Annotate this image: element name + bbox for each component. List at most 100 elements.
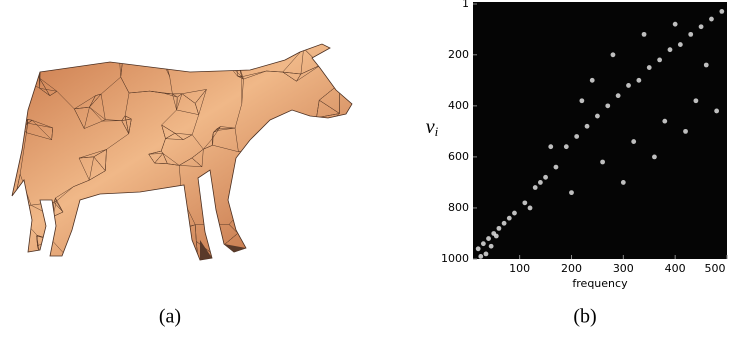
mesh-edge (68, 50, 71, 53)
mesh-edge (270, 243, 282, 245)
mesh-edge (254, 183, 257, 196)
point (678, 42, 683, 47)
mesh-edge (67, 42, 68, 50)
mesh-edge (268, 183, 272, 186)
mesh-edge (92, 237, 102, 253)
mesh-edge (316, 231, 330, 250)
mesh-edge (327, 176, 341, 178)
mesh-edge (295, 201, 314, 206)
y-tick-label: 400 (448, 99, 469, 112)
mesh-edge (316, 231, 330, 250)
mesh-edge (196, 47, 201, 53)
point (600, 160, 605, 165)
mesh-edge (257, 183, 271, 186)
point (595, 114, 600, 119)
point (699, 24, 704, 29)
mesh-edge (269, 198, 283, 214)
point (522, 200, 527, 205)
point (626, 83, 631, 88)
mesh-edge (323, 176, 342, 191)
mesh-edge (225, 59, 237, 61)
mesh-edge (263, 133, 287, 151)
mesh-edge (316, 251, 334, 256)
point (494, 234, 499, 239)
point (616, 93, 621, 98)
point (538, 180, 543, 185)
mesh-edge (89, 225, 92, 237)
caption-b: (b) (573, 306, 596, 328)
point (704, 63, 709, 68)
point (714, 109, 719, 114)
point (585, 124, 590, 129)
mesh-edge (89, 205, 90, 225)
y-tick-label: 1000 (441, 252, 469, 265)
mesh-edge (13, 205, 31, 208)
caption-a: (a) (159, 306, 181, 328)
mesh-edge (245, 183, 257, 185)
point (502, 221, 507, 226)
mesh-edge (316, 118, 317, 134)
point (533, 185, 538, 190)
mesh-edge (165, 205, 166, 233)
mesh-edge (12, 121, 22, 127)
point (683, 129, 688, 134)
point (543, 175, 548, 180)
point (554, 165, 559, 170)
point (673, 22, 678, 27)
mesh-edge (166, 197, 182, 205)
mesh-edge (89, 225, 92, 237)
mesh-edge (287, 133, 316, 134)
mesh-edge (39, 57, 40, 73)
mesh-edge (282, 243, 307, 255)
mesh-edge (327, 176, 341, 178)
plot-b (473, 2, 727, 259)
mesh-edge (306, 231, 330, 255)
mesh-edge (254, 195, 269, 214)
mesh-edge (318, 167, 322, 191)
point (497, 226, 502, 231)
mesh-edge (314, 191, 322, 201)
mesh-edge (282, 243, 307, 255)
mesh-edge (38, 47, 68, 51)
x-tick-label: 300 (613, 262, 634, 275)
mesh-edge (130, 245, 141, 257)
mesh-edge (38, 47, 40, 74)
mesh-edge (330, 231, 334, 255)
mesh-edge (18, 73, 40, 76)
point (478, 254, 483, 259)
mesh-edge (115, 242, 126, 247)
x-tick-label: 400 (665, 262, 686, 275)
mesh-edge (103, 211, 108, 214)
mesh-edge (149, 59, 162, 66)
mesh-edge (316, 118, 317, 134)
point (484, 251, 489, 256)
mesh-edge (149, 62, 165, 66)
mesh-edge (68, 50, 71, 53)
mesh-edge (161, 226, 165, 232)
mesh-edge (167, 234, 168, 255)
mesh-edge (257, 150, 262, 182)
point (574, 134, 579, 139)
mesh-edge (12, 121, 27, 123)
mesh-edge (283, 177, 291, 198)
mesh-edge (127, 247, 130, 257)
point (636, 78, 641, 83)
mesh-edge (167, 234, 168, 255)
mesh-edge (342, 164, 346, 176)
point (569, 190, 574, 195)
mesh-edge (162, 61, 165, 62)
mesh-edge (119, 47, 124, 48)
mesh-edge (247, 204, 269, 214)
mesh-edge (247, 195, 254, 204)
point (688, 32, 693, 37)
mesh-edge (318, 155, 341, 167)
mesh-edge (196, 54, 225, 61)
mesh-edge (268, 183, 283, 198)
mesh-edge (161, 226, 167, 233)
mesh-edge (149, 61, 162, 66)
mesh-edge (67, 42, 68, 50)
point (564, 144, 569, 149)
point (647, 65, 652, 70)
mesh-edge (263, 133, 287, 151)
mesh-edge (225, 59, 237, 61)
